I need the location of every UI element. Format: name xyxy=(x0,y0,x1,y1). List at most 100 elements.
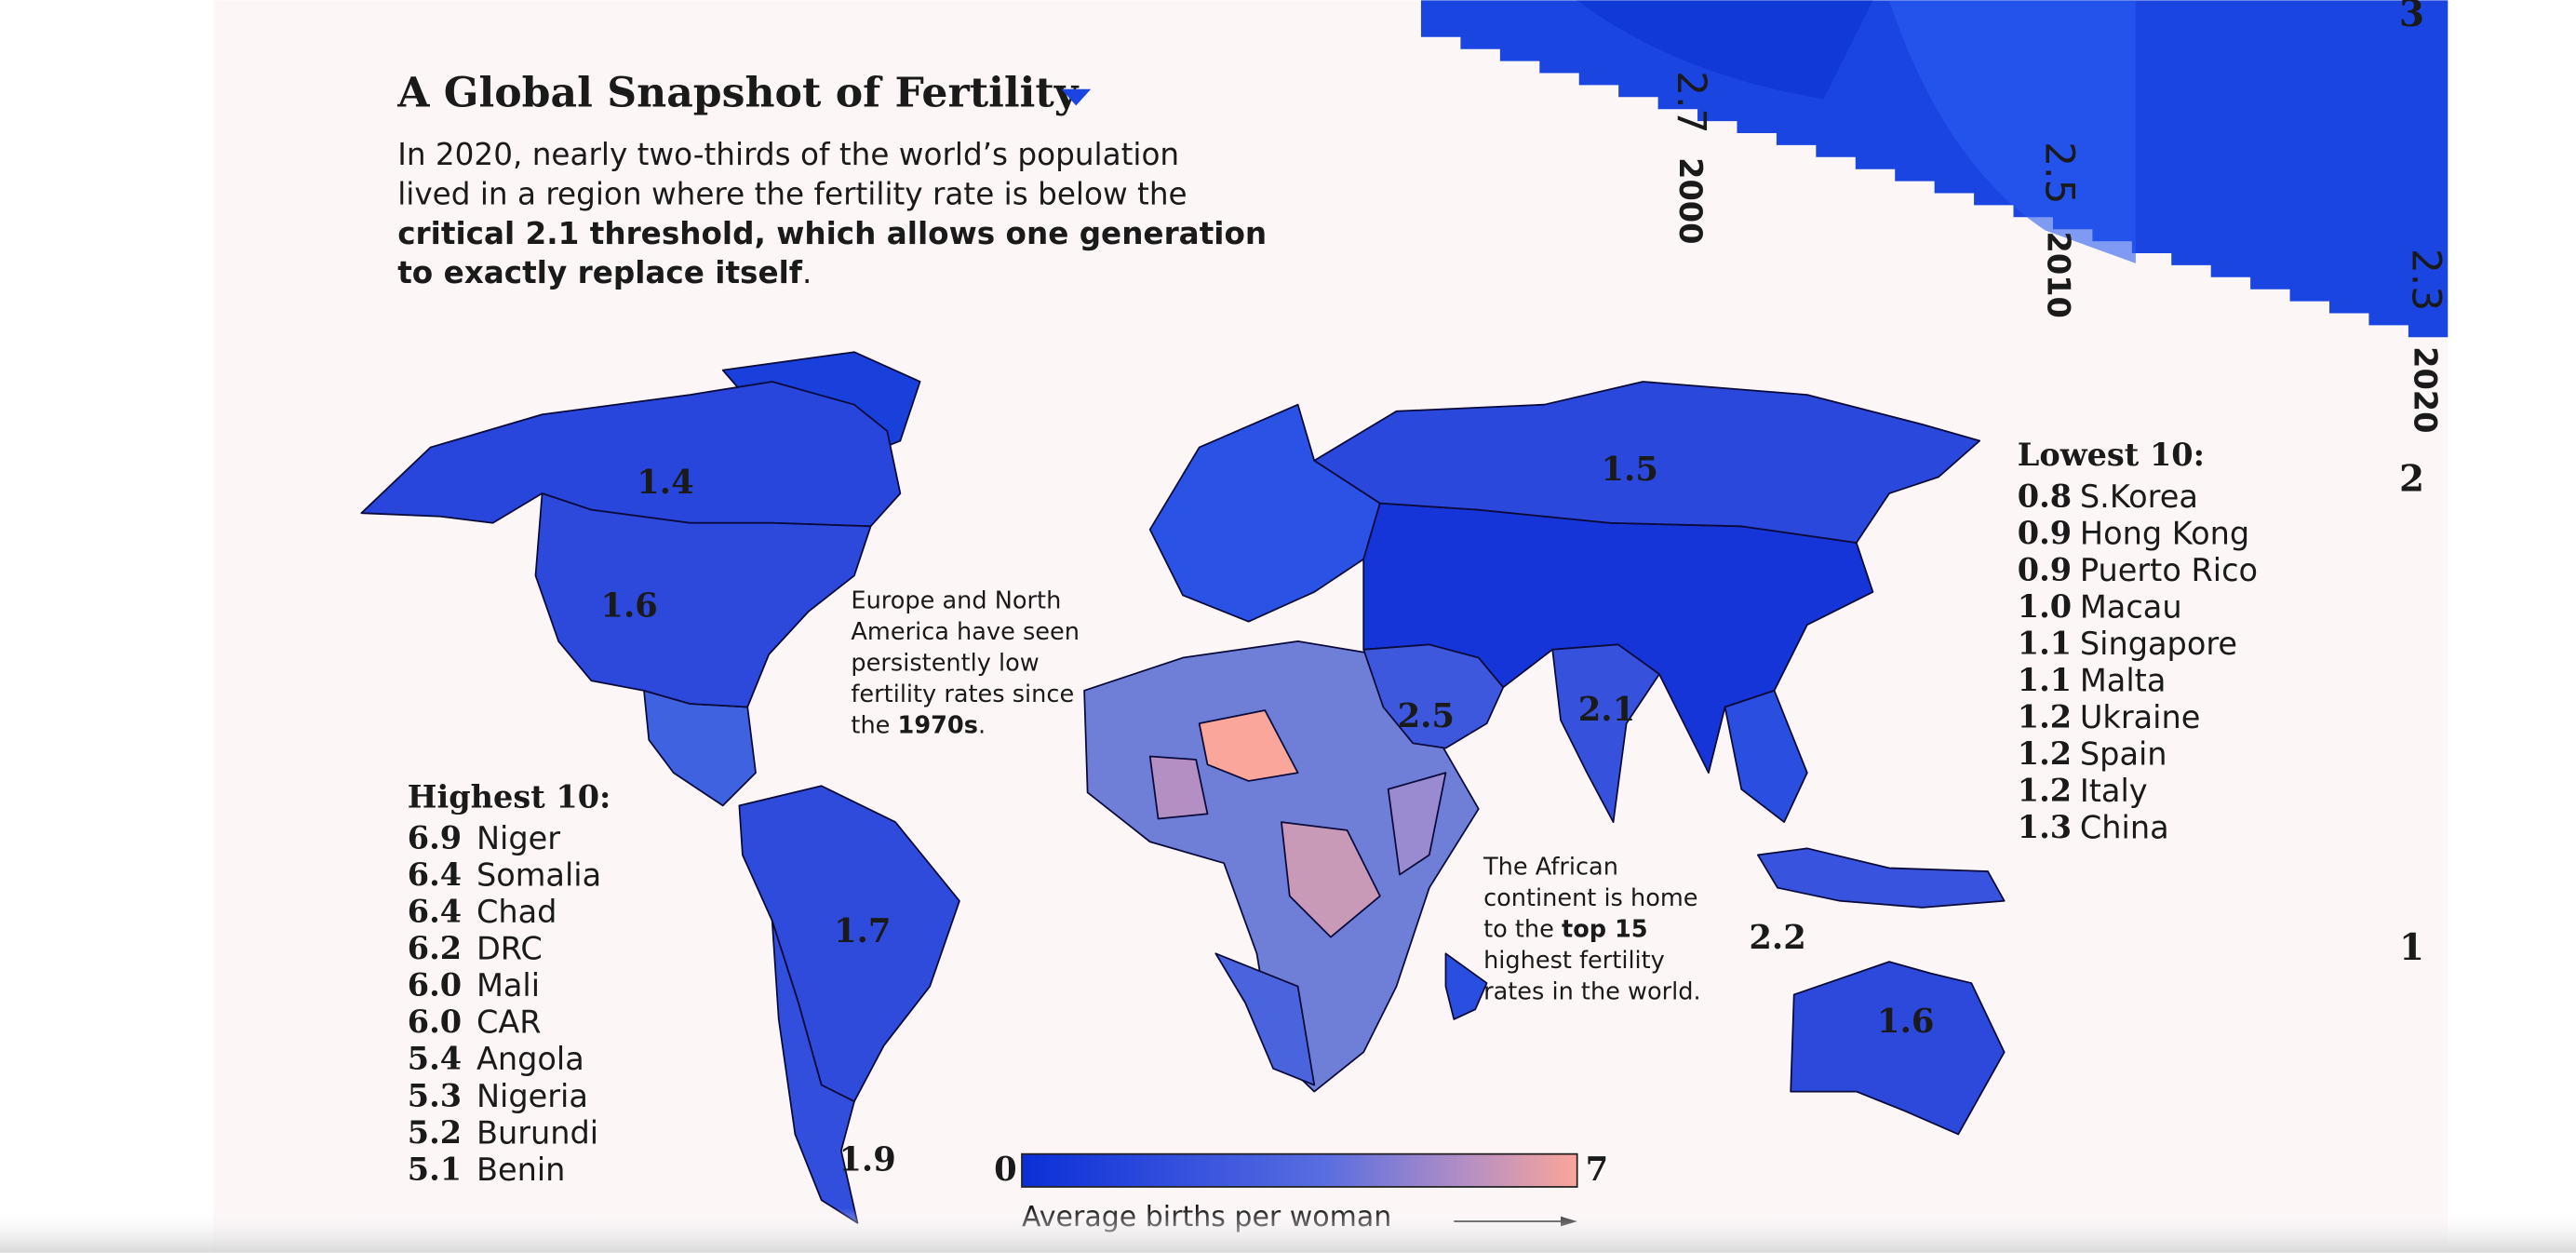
list-country: DRC xyxy=(476,931,543,967)
list-rate: 0.9 xyxy=(2018,551,2072,587)
legend-min: 0 xyxy=(994,1151,1017,1189)
description-segment: to exactly replace itself xyxy=(397,255,803,290)
annotation-segment: 1970s xyxy=(898,712,978,740)
annotation-segment: the xyxy=(851,712,897,740)
list-country: Mali xyxy=(476,967,540,1004)
list-rate: 5.4 xyxy=(408,1041,462,1077)
list-country: CAR xyxy=(476,1004,542,1041)
description: to exactly replace itself. xyxy=(397,255,812,290)
description: lived in a region where the fertility ra… xyxy=(397,176,1187,211)
land xyxy=(1724,689,1808,823)
region xyxy=(738,785,960,1103)
list-rate: 0.8 xyxy=(2018,478,2072,514)
land xyxy=(1387,772,1447,876)
list-country: Puerto Rico xyxy=(2080,552,2258,588)
region xyxy=(1362,643,1505,749)
region-label: 2.5 xyxy=(1398,697,1455,735)
land xyxy=(1198,709,1299,782)
annotation: continent is home xyxy=(1483,884,1697,912)
timeline-stripe xyxy=(1576,0,1873,100)
annotation-segment: to the xyxy=(1483,916,1562,944)
list-country: Malta xyxy=(2080,663,2167,699)
region xyxy=(1790,961,2006,1136)
list-country: Macau xyxy=(2080,588,2182,625)
annotation-segment: persistently low xyxy=(851,650,1039,678)
list-country: Chad xyxy=(476,894,557,930)
list-heading: Lowest 10: xyxy=(2018,437,2205,473)
list-rate: 1.2 xyxy=(2018,773,2072,809)
list-country: Niger xyxy=(476,820,560,856)
region-label: 1.6 xyxy=(1877,1003,1934,1041)
region-label: 2.2 xyxy=(1749,919,1805,957)
list-rate: 0.9 xyxy=(2018,515,2072,551)
land xyxy=(1281,821,1381,938)
list-country: Nigeria xyxy=(476,1078,588,1114)
annotation: persistently low xyxy=(851,650,1039,678)
legend-bar xyxy=(1021,1152,1578,1188)
region-label: 1.5 xyxy=(1601,451,1657,489)
annotation-segment: highest fertility xyxy=(1483,947,1665,975)
annotation: America have seen xyxy=(851,618,1080,646)
list-country: China xyxy=(2080,810,2169,846)
annotation: highest fertility xyxy=(1483,947,1665,975)
list-country: Benin xyxy=(476,1152,565,1188)
list-rate: 5.2 xyxy=(408,1114,462,1151)
list-rate: 6.9 xyxy=(408,819,462,856)
description-segment: critical 2.1 threshold, which allows one… xyxy=(397,216,1267,251)
region xyxy=(1551,643,1660,823)
timeline-value: 2.5 xyxy=(2037,141,2083,204)
timeline-value: 2.3 xyxy=(2403,249,2449,311)
region xyxy=(360,381,902,528)
list-country: Singapore xyxy=(2080,626,2237,662)
annotation-segment: continent is home xyxy=(1483,884,1697,912)
description: critical 2.1 threshold, which allows one… xyxy=(397,216,1267,251)
list-rate: 6.0 xyxy=(408,967,462,1004)
axis-label: 1 xyxy=(2399,927,2424,969)
timeline-year: 2010 xyxy=(2041,232,2077,318)
list-heading: Highest 10: xyxy=(408,778,611,815)
annotation: Europe and North xyxy=(851,587,1061,615)
description-segment: In 2020, nearly two-thirds of the world’… xyxy=(397,137,1179,172)
region-label: 2.1 xyxy=(1578,691,1635,729)
list-rate: 1.3 xyxy=(2018,809,2072,845)
timeline-band xyxy=(1420,0,2449,338)
description-segment: lived in a region where the fertility ra… xyxy=(397,176,1187,211)
title-caret xyxy=(1061,88,1092,106)
region xyxy=(1313,381,1981,544)
land xyxy=(1444,952,1488,1020)
annotation: fertility rates since xyxy=(851,680,1074,708)
land xyxy=(1083,640,1480,1093)
title: A Global Snapshot of Fertility xyxy=(396,69,1080,116)
region-label: 1.4 xyxy=(637,464,693,502)
bottom-fade xyxy=(0,1207,2576,1253)
description: In 2020, nearly two-thirds of the world’… xyxy=(397,137,1179,172)
list-rate: 1.1 xyxy=(2018,625,2072,661)
list-rate: 1.1 xyxy=(2018,662,2072,698)
land xyxy=(1214,952,1316,1086)
annotation-segment: top 15 xyxy=(1562,916,1648,944)
region xyxy=(771,920,859,1224)
list-rate: 1.0 xyxy=(2018,588,2072,625)
list-country: Burundi xyxy=(476,1114,598,1151)
list-rate: 6.4 xyxy=(408,856,462,893)
axis-label: 3 xyxy=(2399,0,2424,35)
annotation-segment: The African xyxy=(1483,854,1618,882)
list-rate: 6.0 xyxy=(408,1004,462,1040)
land xyxy=(1148,755,1209,820)
timeline-year: 2000 xyxy=(1672,157,1709,244)
list-country: Hong Kong xyxy=(2080,515,2249,551)
list-country: Italy xyxy=(2080,773,2148,809)
annotation: The African xyxy=(1483,854,1618,882)
region-label: 1.7 xyxy=(834,912,891,950)
list-rate: 1.2 xyxy=(2018,735,2072,772)
list-country: Ukraine xyxy=(2080,699,2201,735)
list-country: Angola xyxy=(476,1041,584,1077)
region-label: 1.9 xyxy=(839,1140,895,1179)
region xyxy=(1756,847,2006,909)
annotation-segment: rates in the world. xyxy=(1483,978,1701,1006)
list-rate: 1.2 xyxy=(2018,699,2072,735)
description-segment: . xyxy=(802,255,812,290)
region xyxy=(534,492,872,708)
